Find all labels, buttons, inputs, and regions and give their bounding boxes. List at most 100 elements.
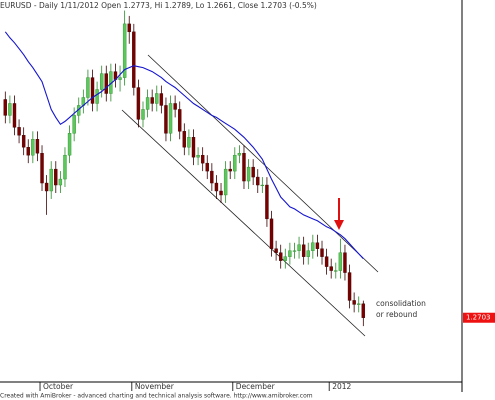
candle xyxy=(329,258,333,279)
candle xyxy=(90,69,95,112)
candle xyxy=(288,242,292,265)
candle-body xyxy=(136,87,141,120)
candle xyxy=(150,89,154,112)
candle-body xyxy=(265,184,269,220)
candle-body xyxy=(274,248,278,253)
candle-body xyxy=(347,272,352,301)
candle-body xyxy=(233,154,237,172)
candle-body xyxy=(361,303,366,318)
candle-body xyxy=(301,244,306,257)
candle-body xyxy=(150,97,154,104)
candle-body xyxy=(127,23,131,33)
candle xyxy=(315,234,320,257)
x-tick-label: December xyxy=(236,382,276,391)
candle-body xyxy=(352,300,356,305)
candle-body xyxy=(311,242,315,251)
candle-body xyxy=(132,31,136,88)
candle xyxy=(136,79,141,128)
candle xyxy=(159,85,164,114)
candle-body xyxy=(90,77,95,104)
candle xyxy=(187,129,191,156)
last-price-label: 1.2703 xyxy=(466,314,491,322)
candle-body xyxy=(118,77,122,80)
x-tick-label: October xyxy=(43,382,74,391)
candle-body xyxy=(40,152,44,184)
x-tick-label: November xyxy=(135,382,175,391)
candle-body xyxy=(214,182,219,192)
candle-body xyxy=(338,252,343,271)
last-price-box xyxy=(463,312,495,323)
candle xyxy=(320,240,324,265)
candle-body xyxy=(279,252,283,261)
candle xyxy=(86,69,90,106)
candle xyxy=(347,264,352,309)
candle-body xyxy=(159,93,164,106)
candle-body xyxy=(63,154,67,180)
candle-body xyxy=(191,137,196,158)
candle-body xyxy=(237,152,242,156)
candle xyxy=(196,147,200,166)
candle xyxy=(237,145,242,164)
candle xyxy=(95,81,99,112)
candle xyxy=(44,175,49,215)
candle-body xyxy=(168,103,173,134)
candle xyxy=(205,155,209,180)
candle xyxy=(200,147,205,172)
candle xyxy=(63,147,67,188)
candle-body xyxy=(242,152,246,182)
candle xyxy=(311,234,315,259)
candle-body xyxy=(104,73,108,94)
candle-body xyxy=(58,178,63,186)
arrow-head xyxy=(334,220,344,230)
candle xyxy=(357,296,361,313)
candle xyxy=(3,91,7,124)
candle-body xyxy=(54,168,58,186)
candle-body xyxy=(269,218,274,249)
candle xyxy=(301,236,306,265)
candle-body xyxy=(145,97,150,110)
candle xyxy=(40,145,44,191)
candle xyxy=(251,159,255,186)
candle xyxy=(246,159,251,190)
candle xyxy=(228,161,232,180)
candle xyxy=(21,127,26,156)
candle-body xyxy=(297,244,301,251)
candle xyxy=(54,161,58,193)
candle xyxy=(164,97,168,142)
candle xyxy=(334,262,338,279)
candle-body xyxy=(288,250,292,257)
candle xyxy=(155,85,159,112)
x-tick-label: 2012 xyxy=(332,382,351,391)
candle-body xyxy=(182,131,187,148)
candle-body xyxy=(95,89,99,104)
candle-body xyxy=(283,256,287,261)
candle-body xyxy=(315,242,320,249)
candle xyxy=(67,125,72,164)
candle-body xyxy=(292,250,297,252)
candle xyxy=(352,292,356,313)
candle-body xyxy=(357,303,361,305)
candle xyxy=(168,95,173,142)
candle xyxy=(361,300,366,327)
candle xyxy=(17,119,21,144)
annotation: or rebound xyxy=(376,310,417,319)
candle-body xyxy=(334,270,338,272)
candle xyxy=(274,240,278,261)
arrow xyxy=(334,198,344,230)
candle-body xyxy=(35,139,40,154)
candle xyxy=(214,175,219,199)
candle-body xyxy=(99,73,104,90)
candle xyxy=(260,177,265,193)
candle-body xyxy=(320,248,324,257)
candle-body xyxy=(8,103,12,116)
candle xyxy=(324,248,329,275)
candle-body xyxy=(196,154,200,158)
candle xyxy=(269,210,274,257)
candle-body xyxy=(256,176,260,186)
candle xyxy=(49,161,53,199)
candle-body xyxy=(260,184,265,187)
candle-body xyxy=(223,168,228,196)
candle xyxy=(283,248,287,269)
candle xyxy=(99,65,104,98)
chart-title: EURUSD - Daily 1/11/2012 Open 1.2773, Hi… xyxy=(0,1,317,10)
